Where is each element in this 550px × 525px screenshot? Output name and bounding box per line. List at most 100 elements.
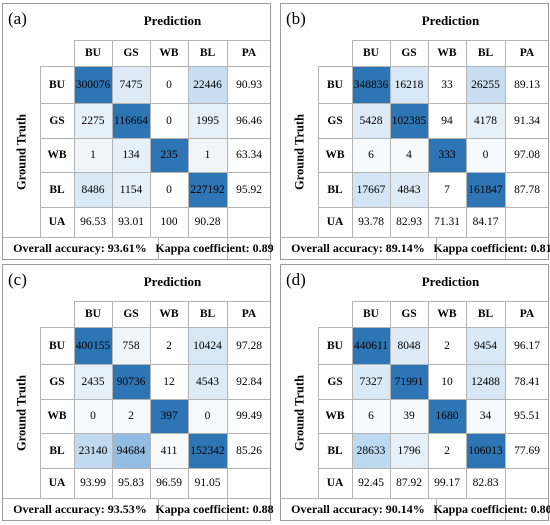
matrix-value: 8048 [397,339,421,352]
matrix-value: 7 [444,183,450,196]
matrix-panel: (c) Prediction Ground Truth BU GS WB BL PA BU GS W… [2,264,274,522]
row-header: UA [326,477,344,489]
matrix-value: 93.01 [118,216,144,228]
cell-shade [150,399,188,433]
panel-label: (b) [286,9,306,28]
cell-shade [352,66,390,103]
prediction-title: Prediction [421,13,480,28]
matrix-value: 90.28 [194,216,221,228]
grid-line [40,433,271,434]
matrix-value: 94 [441,114,453,127]
matrix-value: 77.69 [514,444,540,457]
matrix-value: 26255 [471,78,500,91]
cell-shade [74,103,112,138]
column-header: PA [519,47,535,59]
cell-shade [74,66,112,103]
matrix-value: 63.34 [236,149,262,161]
grid-line [352,40,549,41]
matrix-value: 96.53 [80,216,106,228]
cell-shade [74,138,112,172]
row-header: GS [327,114,343,127]
grid-line [318,172,549,173]
grid-line [318,433,549,434]
cell-shade [112,364,150,399]
panel-border [280,3,549,260]
grid-line [436,498,437,521]
cell-shade [352,138,390,172]
cell-shade [390,172,428,207]
grid-line [40,327,271,328]
matrix-value: 99.17 [434,477,460,489]
panel-border [2,3,271,260]
column-header: BL [199,308,216,320]
matrix-value: 84.17 [472,216,499,228]
matrix-value: 23140 [78,444,108,457]
cell-shade [112,103,150,138]
cell-shade [74,172,112,207]
panel-label: (c) [8,270,27,289]
matrix-value: 7327 [359,375,383,388]
prediction-title: Prediction [421,274,480,289]
row-header: BU [327,339,343,352]
matrix-value: 95.83 [118,477,144,489]
grid-line [158,237,159,260]
row-header: BU [49,339,65,352]
matrix-value: 71991 [394,375,424,388]
overall-accuracy: Overall accuracy: 89.14% [291,241,425,255]
grid-line [280,498,549,499]
grid-line [40,327,41,498]
matrix-value: 39 [403,410,415,422]
matrix-panel: (d) Prediction Ground Truth BU GS WB BL PA BU GS W… [280,264,550,522]
matrix-value: 4178 [474,114,497,127]
cell-shade [466,138,505,172]
matrix-value: 12488 [471,375,500,388]
matrix-value: 2 [444,339,450,352]
cell-shade [390,103,428,138]
row-header: WB [325,149,345,161]
matrix-value: 102385 [391,114,427,127]
cell-shade [352,103,390,138]
cell-shade [188,172,227,207]
cell-shade [150,433,188,468]
matrix-value: 348836 [353,78,389,91]
column-header: WB [437,308,457,320]
cell-shade [390,327,428,364]
matrix-value: 397 [160,410,178,422]
matrix-value: 227192 [190,183,225,196]
column-header: BU [363,47,379,59]
overall-accuracy: Overall accuracy: 93.53% [13,502,147,516]
grid-line [318,66,319,237]
matrix-value: 7475 [119,78,143,91]
grid-line [40,103,271,104]
cell-shade [352,399,390,433]
grid-line [318,327,549,328]
grid-line [2,237,271,238]
grid-line [227,301,228,521]
matrix-value: 400155 [75,339,111,352]
cell-shade [428,138,466,172]
matrix-value: 1154 [119,183,143,196]
cell-shade [466,66,505,103]
matrix-value: 440611 [353,339,389,352]
row-header: BL [327,444,343,457]
overall-accuracy: Overall accuracy: 93.61% [13,241,147,255]
cell-shade [466,433,505,468]
cell-shade [352,433,390,468]
panel-border [280,264,549,521]
column-header: WB [437,47,457,59]
matrix-value: 97.28 [236,339,262,352]
cell-shade [112,399,150,433]
matrix-value: 90.93 [236,78,262,91]
matrix-value: 10 [441,375,453,388]
cell-shade [428,399,466,433]
column-header: WB [159,47,179,59]
matrix-panel: (a) Prediction Ground Truth BU GS WB BL PA BU GS W… [2,3,274,261]
row-header: BU [327,78,343,91]
matrix-value: 87.78 [514,183,540,196]
grid-line [318,66,549,67]
row-header: WB [47,410,67,422]
cell-shade [390,364,428,399]
kappa-coefficient: Kappa coefficient: 0.89 [155,241,274,255]
matrix-value: 2435 [81,375,105,388]
matrix-value: 93.78 [358,216,384,228]
